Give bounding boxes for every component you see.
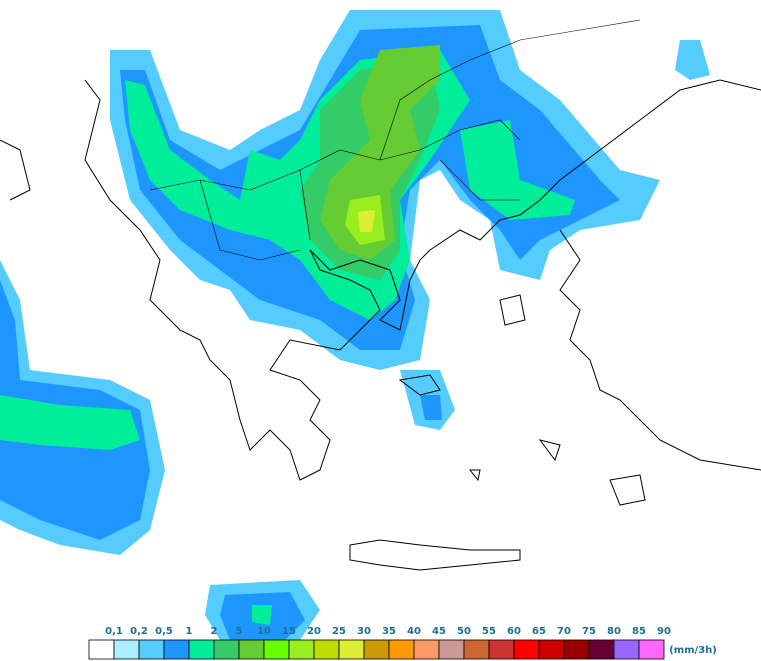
legend-label: 35: [382, 626, 396, 637]
rain-area: [0, 395, 140, 450]
legend-label: 75: [582, 626, 596, 637]
coastlines: [0, 79, 761, 571]
legend-swatch: [563, 639, 590, 660]
legend-swatch: [138, 639, 165, 660]
legend-swatch: [588, 639, 615, 660]
legend-swatch: [238, 639, 265, 660]
legend-label: 70: [557, 626, 571, 637]
legend-label: 65: [532, 626, 546, 637]
legend-swatch: [313, 639, 340, 660]
legend-swatch: [113, 639, 140, 660]
legend-label: 80: [607, 626, 621, 637]
legend-label: 85: [632, 626, 646, 637]
legend-label: 2: [211, 626, 218, 637]
legend-label: 0,2: [130, 626, 148, 637]
legend-label: 20: [307, 626, 321, 637]
legend-swatch: [363, 639, 390, 660]
rain-area: [252, 605, 272, 625]
legend-swatch: [288, 639, 315, 660]
legend-label: 90: [657, 626, 671, 637]
legend-swatch: [188, 639, 215, 660]
legend-swatch: [463, 639, 490, 660]
precipitation: [0, 10, 710, 640]
legend-label: 50: [457, 626, 471, 637]
legend-label: 60: [507, 626, 521, 637]
rain-area: [358, 210, 375, 232]
legend-label: 45: [432, 626, 446, 637]
crete: [349, 539, 521, 571]
legend-swatch: [338, 639, 365, 660]
legend-swatch: [163, 639, 190, 660]
borders: [149, 19, 641, 261]
legend-label: 5: [236, 626, 243, 637]
legend-swatch: [388, 639, 415, 660]
legend-swatch: [213, 639, 240, 660]
legend: (mm/3h) 0,1 0,2 0,5 1 2 5 10 15 20 25 30 35 40 45 50 55…: [88, 626, 717, 660]
border: [149, 19, 641, 261]
coastline: [559, 229, 761, 471]
legend-swatch: [513, 639, 540, 660]
legend-swatch: [88, 639, 115, 660]
coastline: [0, 79, 761, 481]
legend-label: 10: [257, 626, 271, 637]
legend-swatch: [638, 639, 665, 660]
legend-swatch: [538, 639, 565, 660]
legend-swatch: [438, 639, 465, 660]
legend-swatch: [488, 639, 515, 660]
legend-swatch: [263, 639, 290, 660]
legend-label: 0,1: [105, 626, 123, 637]
legend-swatch: [413, 639, 440, 660]
legend-label: 40: [407, 626, 421, 637]
legend-label: 55: [482, 626, 496, 637]
legend-unit: (mm/3h): [669, 645, 717, 656]
island: [398, 294, 646, 506]
legend-label: 25: [332, 626, 346, 637]
legend-label: 1: [186, 626, 193, 637]
legend-label: 0,5: [155, 626, 173, 637]
rain-area: [400, 40, 710, 430]
legend-label: 15: [282, 626, 296, 637]
legend-swatch: [613, 639, 640, 660]
rain-area: [420, 395, 442, 420]
legend-label: 30: [357, 626, 371, 637]
